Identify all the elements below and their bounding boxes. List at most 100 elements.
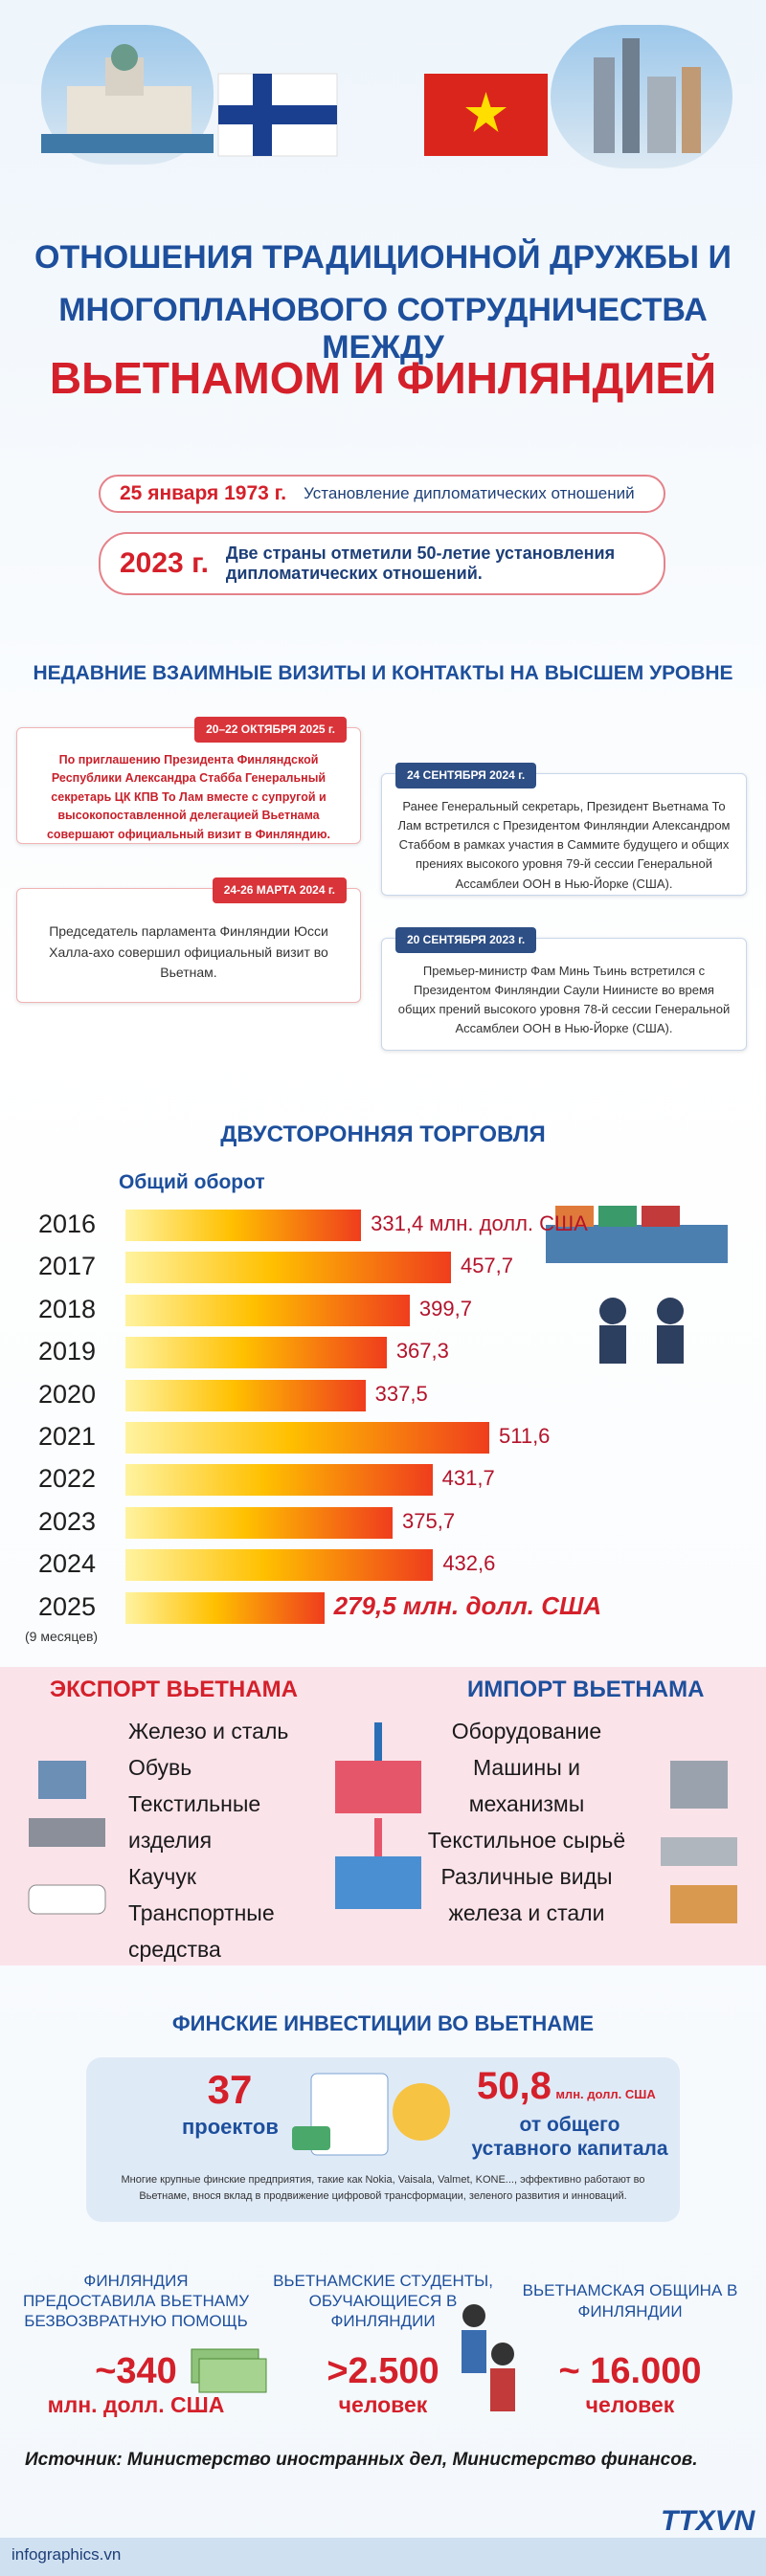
- section-title: НЕДАВНИЕ ВЗАИМНЫЕ ВИЗИТЫ И КОНТАКТЫ НА В…: [33, 662, 733, 684]
- milestone-text: Две страны отметили 50-летие установлени…: [225, 544, 616, 583]
- year-label: 2018: [38, 1294, 97, 1323]
- bar: [125, 1252, 451, 1284]
- year-label: 2020: [38, 1379, 97, 1409]
- capital-value: 50,8: [477, 2065, 552, 2107]
- bar: [125, 1464, 433, 1497]
- year-label: 2021: [38, 1422, 97, 1451]
- goods-item: Машины и механизмы: [468, 1755, 585, 1816]
- goods-item: Оборудование: [451, 1719, 602, 1743]
- milestone-date: 25 января 1973 г.: [120, 482, 287, 504]
- visit-card: 24 СЕНТЯБРЯ 2024 г. Ранее Генеральный се…: [381, 763, 747, 896]
- bar: [125, 1422, 489, 1454]
- bar: [125, 1591, 325, 1624]
- capital-unit: млн. долл. США: [555, 2087, 656, 2101]
- goods-item: Обувь: [128, 1755, 192, 1780]
- chart-title: ДВУСТОРОННЯЯ ТОРГОВЛЯ: [220, 1121, 546, 1147]
- value-label: 457,7: [460, 1254, 514, 1278]
- value-label: 279,5 млн. долл. США: [333, 1590, 602, 1620]
- goods-item: Различные виды железа и стали: [440, 1864, 613, 1925]
- trade-goods-panel: [0, 1667, 766, 1965]
- import-icons: [661, 1761, 737, 1923]
- projects-label: проектов: [182, 2115, 279, 2139]
- footer-bar: [0, 2538, 766, 2576]
- year-label: 2016: [38, 1210, 97, 1238]
- visit-date: 20 СЕНТЯБРЯ 2023 г.: [395, 927, 537, 953]
- stat-unit: млн. долл. США: [47, 2392, 225, 2417]
- title-line: ОТНОШЕНИЯ ТРАДИЦИОННОЙ ДРУЖБЫ И: [34, 239, 732, 276]
- stat-value: ~340: [95, 2351, 177, 2391]
- projects-value: 37: [207, 2067, 253, 2112]
- stat: ВЬЕТНАМСКАЯ ОБЩИНА В ФИНЛЯНДИИ ~ 16.000 че…: [513, 2251, 747, 2418]
- bar: [125, 1294, 410, 1326]
- bar: [125, 1337, 387, 1369]
- visit-card: 24-26 МАРТА 2024 г. Председатель парламе…: [16, 877, 361, 1003]
- value-label: 399,7: [418, 1296, 472, 1321]
- import-title: ИМПОРТ ВЬЕТНАМА: [467, 1677, 705, 1702]
- footer-logo: TTXVN: [661, 2505, 755, 2537]
- value-label: 331,4 млн. долл. США: [371, 1211, 588, 1235]
- bar: [125, 1549, 434, 1582]
- stat-value: ~ 16.000: [558, 2351, 702, 2391]
- vietnam-flag: [424, 74, 548, 156]
- hcmc-photo: [551, 25, 732, 168]
- export-title: ЭКСПОРТ ВЬЕТНАМА: [50, 1677, 298, 1702]
- milestone-text: Установление дипломатических отношений: [304, 484, 635, 502]
- title-highlight: ВЬЕТНАМОМ И ФИНЛЯНДИЕЙ: [49, 353, 717, 403]
- year-label: 2024: [38, 1549, 97, 1579]
- export-icons: [28, 1761, 106, 1915]
- container-icons: [335, 1722, 421, 1909]
- year-label: 2025: [38, 1591, 97, 1621]
- goods-item: Текстильное сырьё: [427, 1828, 626, 1853]
- bar: [125, 1210, 362, 1241]
- trade-illustration: [546, 1206, 728, 1364]
- capital-label: от общего уставного капитала: [471, 2114, 668, 2161]
- year-label: 2022: [38, 1464, 97, 1494]
- visit-text: По приглашению Президента Финляндской Ре…: [46, 753, 331, 841]
- value-label: 432,6: [442, 1551, 496, 1576]
- value-label: 511,6: [499, 1424, 551, 1448]
- section-title: ФИНСКИЕ ИНВЕСТИЦИИ ВО ВЬЕТНАМЕ: [171, 2011, 595, 2035]
- visit-date: 24-26 МАРТА 2024 г.: [212, 877, 347, 903]
- goods-item: Железо и сталь: [128, 1719, 289, 1743]
- source: Источник: Министерство иностранных дел, …: [25, 2450, 698, 2470]
- bar: [125, 1506, 394, 1539]
- stat-value: >2.500: [327, 2351, 439, 2391]
- visit-card: 20 СЕНТЯБРЯ 2023 г. Премьер-министр Фам …: [381, 927, 747, 1051]
- visit-date: 20–22 ОКТЯБРЯ 2025 г.: [194, 717, 347, 743]
- value-label: 337,5: [374, 1381, 428, 1406]
- goods-item: Текстильные изделия: [128, 1791, 261, 1853]
- bar: [125, 1379, 366, 1411]
- visit-date: 24 СЕНТЯБРЯ 2024 г.: [395, 763, 537, 788]
- stat-unit: человек: [338, 2392, 428, 2417]
- goods-item: Каучук: [128, 1864, 196, 1889]
- investment-icon: [292, 2073, 450, 2156]
- visit-card: 20–22 ОКТЯБРЯ 2025 г. По приглашению Пре…: [16, 717, 361, 844]
- stat-unit: человек: [585, 2392, 675, 2417]
- value-label: 375,7: [402, 1508, 456, 1533]
- stat-title: ВЬЕТНАМСКАЯ ОБЩИНА В ФИНЛЯНДИИ: [522, 2281, 738, 2321]
- milestone: 2023 г. Две страны отметили 50-летие уст…: [99, 532, 665, 595]
- stat: ФИНЛЯНДИЯ ПРЕДОСТАВИЛА ВЬЕТНАМУ БЕЗВОЗВР…: [19, 2251, 253, 2418]
- chart-note: (9 месяцев): [25, 1629, 99, 1644]
- stat: ВЬЕТНАМСКИЕ СТУДЕНТЫ, ОБУЧАЮЩИЕСЯ В ФИНЛ…: [266, 2251, 500, 2418]
- students-icon: [462, 2304, 515, 2411]
- milestone-date: 2023 г.: [120, 547, 209, 579]
- import-list: Оборудование Машины и механизмы Текстильно…: [426, 1713, 627, 1931]
- title-line: МНОГОПЛАНОВОГО СОТРУДНИЧЕСТВА МЕЖДУ: [58, 292, 708, 366]
- year-label: 2019: [38, 1337, 97, 1366]
- export-list: Железо и сталь Обувь Текстильные изделия Ка…: [128, 1713, 310, 1967]
- investment-note: Многие крупные финские предприятия, таки…: [121, 2174, 645, 2202]
- import-title-wrap: ИМПОРТ ВЬЕТНАМА: [467, 1677, 704, 1703]
- value-label: 431,7: [441, 1466, 495, 1491]
- capital-wrap: 50,8 млн. долл. США: [477, 2065, 656, 2108]
- milestone: 25 января 1973 г. Установление дипломати…: [99, 475, 665, 513]
- year-label: 2017: [38, 1252, 97, 1281]
- stat-title: ВЬЕТНАМСКИЕ СТУДЕНТЫ, ОБУЧАЮЩИЕСЯ В ФИНЛ…: [273, 2271, 493, 2331]
- year-label: 2023: [38, 1506, 97, 1536]
- finland-flag: [217, 73, 338, 157]
- value-label: 367,3: [395, 1339, 449, 1364]
- header-art: [41, 25, 732, 168]
- visit-text: Премьер-министр Фам Минь Тьинь встретилс…: [397, 964, 731, 1036]
- chart-subtitle: Общий оборот: [119, 1171, 265, 1193]
- money-icon: [191, 2348, 267, 2393]
